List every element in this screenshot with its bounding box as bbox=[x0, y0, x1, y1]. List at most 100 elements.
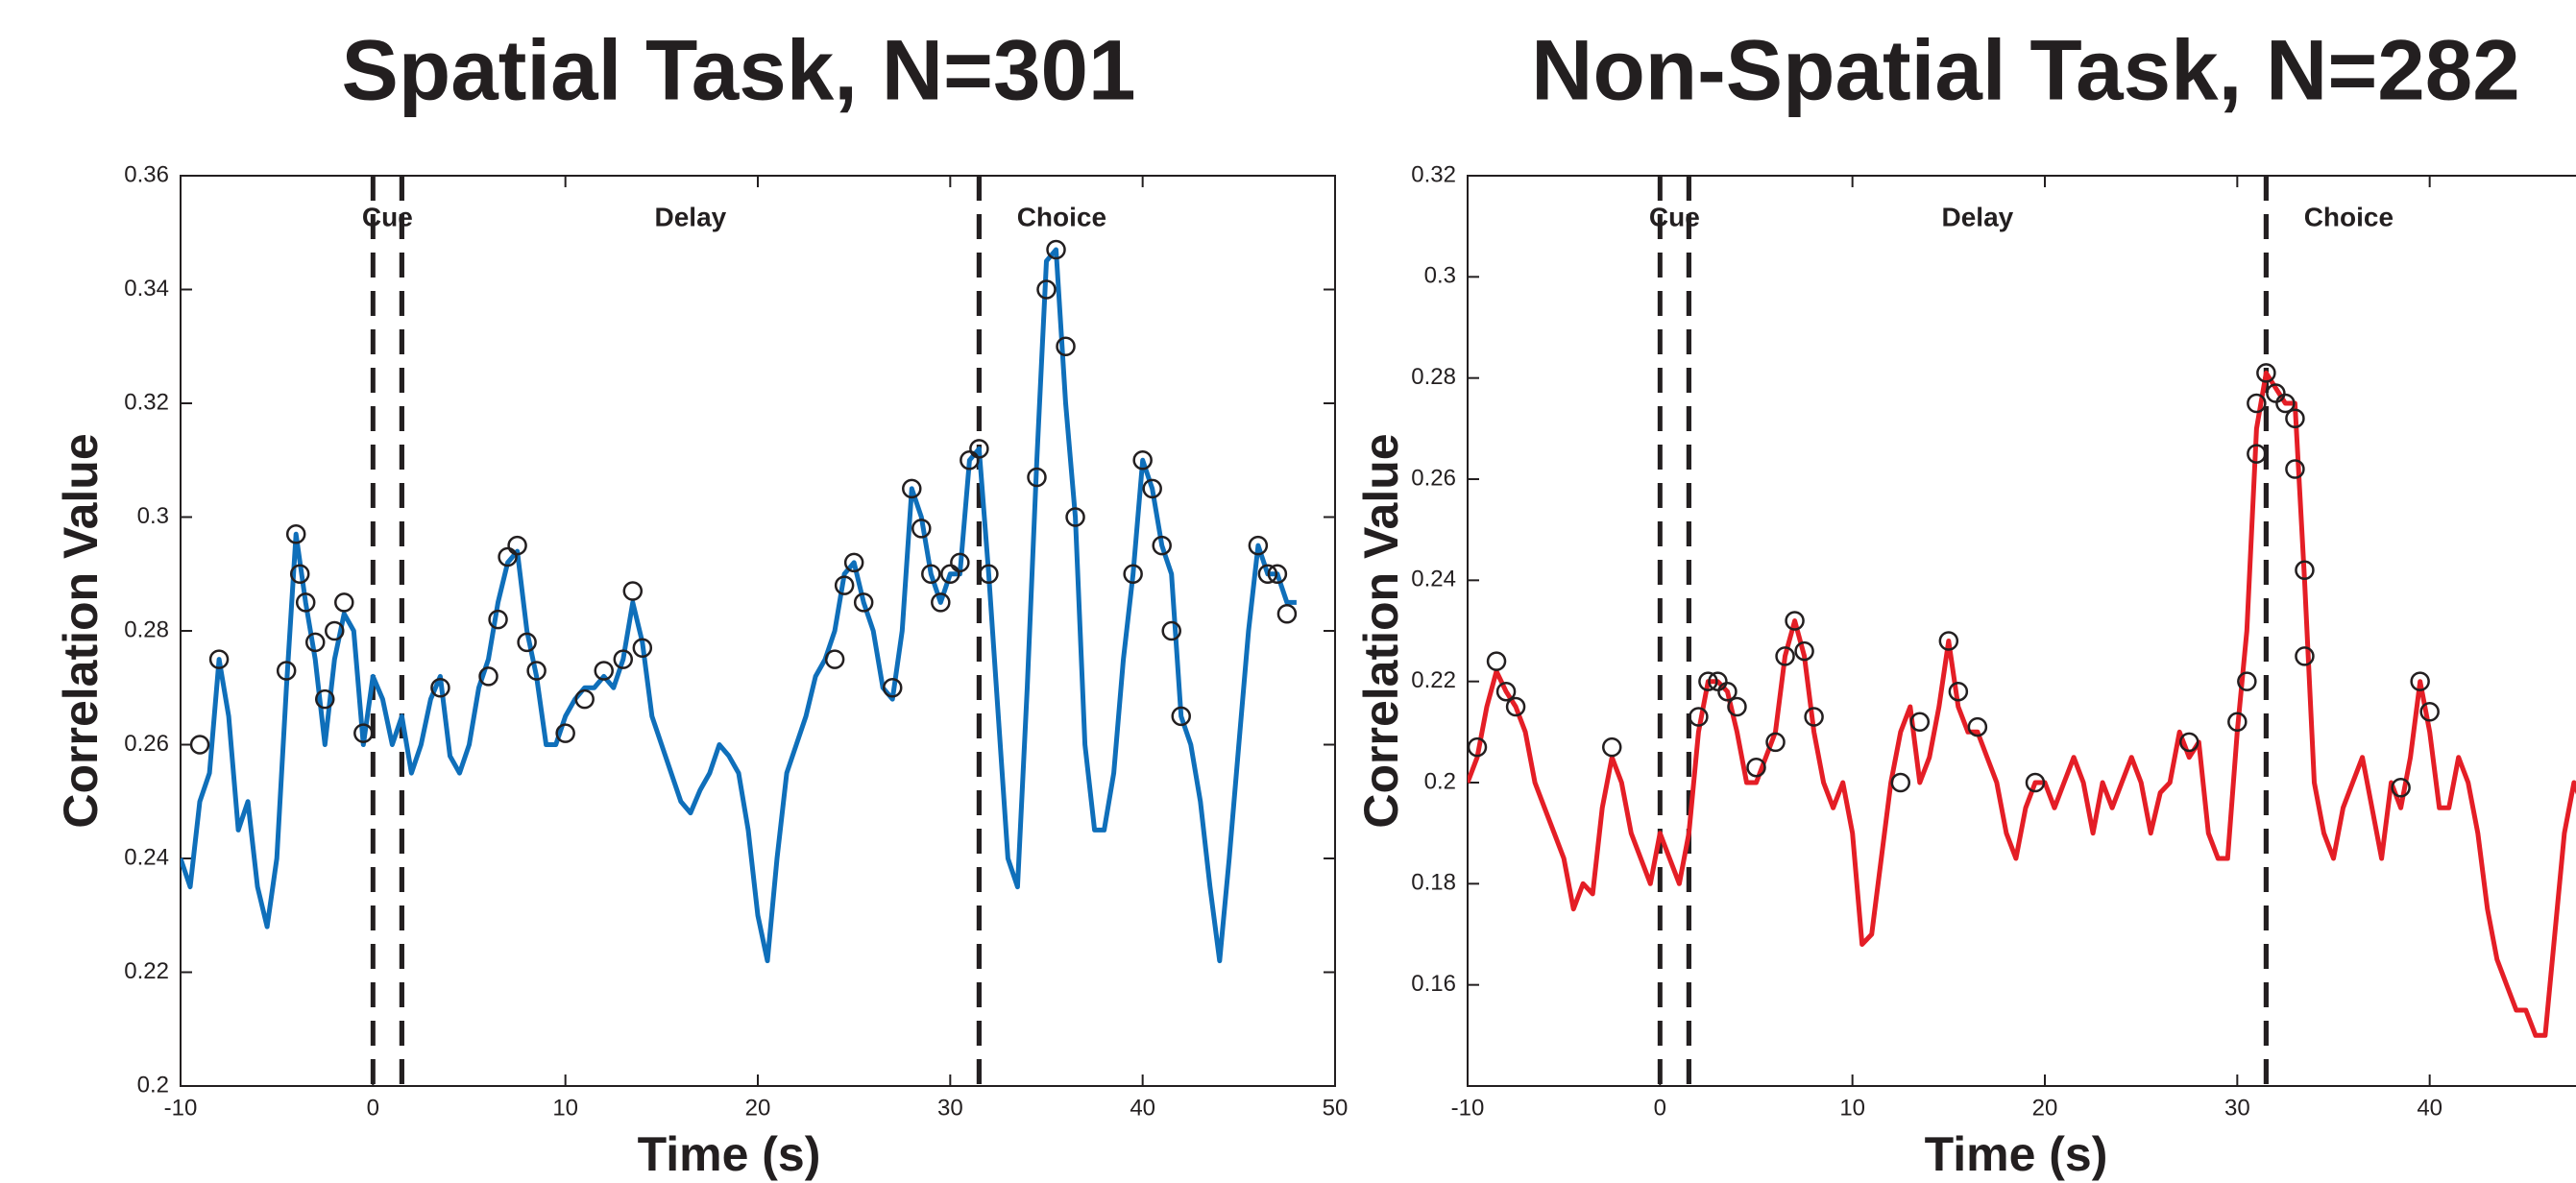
significant-point bbox=[613, 649, 634, 669]
x-tick-label: 0 bbox=[367, 1095, 379, 1121]
x-tick-label: 50 bbox=[1323, 1095, 1349, 1121]
significant-point bbox=[1948, 681, 1969, 702]
significant-point bbox=[2275, 393, 2296, 414]
phase-label: Cue bbox=[1649, 202, 1700, 231]
significant-point bbox=[208, 649, 230, 669]
significant-point bbox=[622, 581, 644, 601]
x-tick-label: 0 bbox=[1654, 1095, 1666, 1121]
significant-point bbox=[1468, 736, 1488, 758]
significant-point bbox=[1727, 696, 1747, 717]
significant-point bbox=[1495, 681, 1517, 702]
x-tick-label: 20 bbox=[2032, 1095, 2058, 1121]
plot-frame bbox=[1467, 175, 2576, 1087]
significant-point bbox=[2227, 712, 2248, 733]
y-tick-label: 0.18 bbox=[1411, 870, 1456, 896]
data-line bbox=[181, 247, 1297, 964]
significant-point bbox=[1785, 611, 1805, 631]
y-tick-label: 0.28 bbox=[1411, 364, 1456, 390]
y-tick-label: 0.26 bbox=[1411, 465, 1456, 491]
x-tick-label: -10 bbox=[1451, 1095, 1485, 1121]
x-tick-label: 30 bbox=[937, 1095, 963, 1121]
significant-point bbox=[353, 723, 374, 743]
y-tick-label: 0.28 bbox=[124, 616, 169, 642]
y-tick-label: 0.22 bbox=[1411, 667, 1456, 693]
significant-point bbox=[285, 524, 306, 544]
significant-point bbox=[1152, 535, 1172, 556]
significant-point bbox=[1276, 603, 1298, 624]
significant-point bbox=[276, 661, 297, 681]
significant-point bbox=[1775, 646, 1795, 666]
x-tick-label: 40 bbox=[2417, 1095, 2442, 1121]
significant-point bbox=[1027, 467, 1047, 488]
chart-panel: Non-Spatial Task, N=282 Time (s) Correlati… bbox=[1354, 22, 2576, 1181]
y-tick-label: 0.26 bbox=[124, 731, 169, 757]
x-tick-label: 10 bbox=[1839, 1095, 1865, 1121]
significant-point bbox=[843, 552, 864, 573]
y-tick-label: 0.36 bbox=[124, 161, 169, 187]
significant-point bbox=[2247, 393, 2267, 414]
significant-point bbox=[1689, 707, 1709, 727]
y-axis-label: Correlation Value bbox=[54, 433, 108, 828]
y-tick-label: 0.3 bbox=[137, 503, 169, 529]
y-tick-label: 0.22 bbox=[124, 958, 169, 984]
significant-point bbox=[2179, 732, 2199, 753]
significant-point bbox=[517, 632, 537, 653]
significant-point bbox=[2391, 778, 2411, 798]
significant-point bbox=[2285, 408, 2305, 429]
significant-point bbox=[2410, 671, 2430, 691]
significant-point bbox=[632, 638, 653, 659]
x-tick-label: 30 bbox=[2224, 1095, 2250, 1121]
significant-point bbox=[824, 649, 845, 669]
significant-point bbox=[574, 688, 595, 710]
significant-point bbox=[979, 564, 999, 584]
significant-point bbox=[1257, 564, 1278, 584]
significant-point bbox=[2256, 363, 2276, 383]
significant-point bbox=[2285, 459, 2305, 479]
significant-point bbox=[1717, 681, 1738, 702]
significant-point bbox=[1804, 707, 1824, 727]
significant-point bbox=[1036, 279, 1057, 300]
chart-panel: Spatial Task, N=301 Time (s) Correlation V… bbox=[54, 22, 1348, 1182]
y-tick-label: 0.24 bbox=[1411, 567, 1456, 592]
significant-point bbox=[478, 666, 498, 687]
significant-point bbox=[2247, 444, 2267, 464]
phase-label: Delay bbox=[1942, 202, 2014, 231]
series-group bbox=[181, 239, 1298, 964]
significant-point bbox=[1171, 706, 1191, 727]
significant-point bbox=[507, 535, 527, 556]
significant-point bbox=[1267, 564, 1288, 584]
significant-point bbox=[1123, 564, 1143, 584]
significant-point bbox=[555, 723, 575, 743]
significant-point bbox=[902, 478, 922, 499]
significant-point bbox=[1132, 450, 1153, 471]
y-tick-label: 0.3 bbox=[1424, 263, 1456, 289]
y-tick-label: 0.2 bbox=[137, 1072, 169, 1098]
significant-point bbox=[325, 620, 345, 641]
y-tick-label: 0.34 bbox=[124, 276, 169, 302]
y-tick-label: 0.32 bbox=[124, 389, 169, 415]
significant-point bbox=[921, 564, 941, 584]
significant-point bbox=[853, 592, 874, 613]
significant-point bbox=[1938, 631, 1959, 651]
significant-point bbox=[295, 592, 316, 613]
significant-point bbox=[1602, 736, 1622, 758]
significant-point bbox=[2237, 671, 2257, 691]
significant-point bbox=[1967, 716, 1988, 737]
significant-point bbox=[1746, 757, 1766, 778]
y-tick-label: 0.2 bbox=[1424, 768, 1456, 794]
significant-point bbox=[189, 735, 210, 755]
significant-point bbox=[1698, 671, 1718, 691]
significant-point bbox=[304, 632, 326, 653]
significant-point bbox=[1161, 620, 1181, 641]
significant-point bbox=[1065, 507, 1085, 527]
significant-point bbox=[1056, 336, 1076, 356]
y-tick-label: 0.24 bbox=[124, 844, 169, 870]
significant-point bbox=[2295, 560, 2315, 581]
x-axis-label: Time (s) bbox=[638, 1127, 821, 1181]
chart-title: Non-Spatial Task, N=282 bbox=[1531, 22, 2520, 118]
significant-point bbox=[430, 678, 450, 698]
phase-label: Cue bbox=[362, 202, 413, 231]
significant-point bbox=[526, 661, 547, 681]
